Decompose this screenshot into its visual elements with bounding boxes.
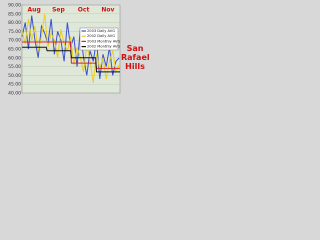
- page: 90.00 85.00 80.00 75.00 70.00 65.00 60.00 55.00…: [0, 0, 150, 103]
- y-tick-label: 85.00: [8, 11, 21, 17]
- series-line: [22, 46, 120, 73]
- legend-label: 2002 Daily AVG: [87, 34, 115, 38]
- y-tick-label: 90.00: [8, 3, 21, 9]
- month-label: Aug: [28, 7, 41, 14]
- month-label: Sep: [52, 7, 65, 14]
- chart: 90.00 85.00 80.00 75.00 70.00 65.00 60.00 55.00…: [8, 3, 121, 97]
- legend-box: [79, 27, 119, 51]
- series-line: [21, 13, 120, 83]
- month-label: Nov: [101, 7, 114, 14]
- y-tick-label: 65.00: [8, 47, 21, 53]
- y-tick-label: 40.00: [8, 91, 21, 97]
- y-tick-label: 70.00: [8, 38, 21, 44]
- y-tick-label: 80.00: [8, 20, 21, 26]
- chart-title: San Rafael Hills: [121, 44, 150, 71]
- y-tick-label: 50.00: [8, 73, 21, 79]
- legend-label: 2003 Monthly AVG: [87, 39, 121, 43]
- y-tick-label: 60.00: [8, 55, 21, 61]
- legend-label: 2003 Daily AVG: [87, 29, 115, 33]
- y-tick-label: 45.00: [8, 82, 21, 88]
- month-label: Oct: [78, 7, 90, 14]
- legend-label: 2002 Monthly AVG: [87, 45, 121, 49]
- y-tick-label: 55.00: [8, 64, 21, 70]
- y-tick-label: 75.00: [8, 29, 21, 35]
